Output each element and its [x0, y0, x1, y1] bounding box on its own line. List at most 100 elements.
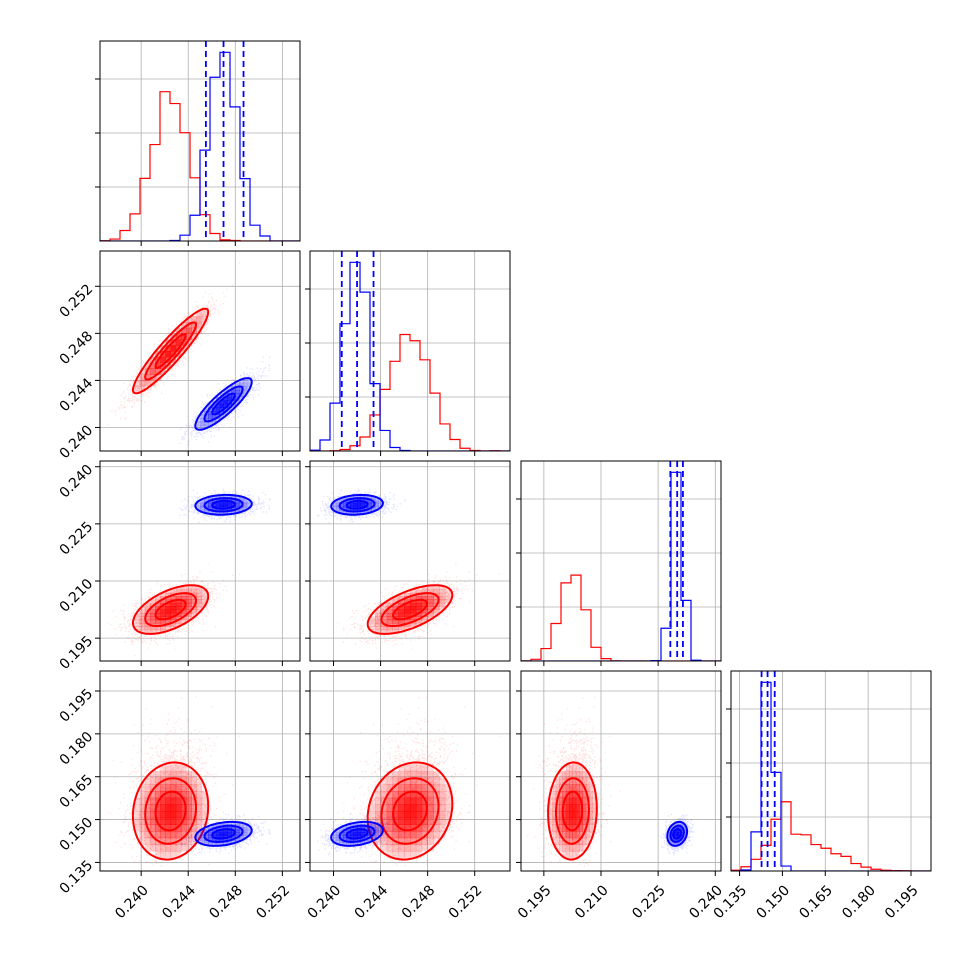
red-density-cell — [155, 374, 161, 381]
blue-density-cell — [371, 830, 376, 833]
blue-density-cell — [378, 832, 383, 835]
red-density-cell — [582, 770, 587, 779]
y-tick-label: 0.180 — [57, 729, 97, 769]
red-density-cell — [427, 592, 434, 597]
blue-density-cell — [342, 832, 347, 835]
red-density-cell — [582, 811, 587, 819]
red-density-cell — [589, 824, 594, 832]
red-density-cell — [165, 837, 172, 845]
red-density-cell — [139, 629, 146, 634]
red-density-cell — [398, 851, 405, 859]
blue-density-cell — [367, 506, 372, 509]
blue-density-cell — [246, 827, 252, 830]
red-density-cell — [160, 844, 166, 852]
red-density-cell — [398, 817, 405, 825]
blue-density-cell — [239, 386, 244, 391]
blue-density-cell — [374, 823, 379, 827]
red-density-cell — [392, 622, 399, 627]
blue-density-cell — [246, 379, 252, 384]
red-density-cell — [559, 777, 563, 785]
blue-density-cell — [353, 502, 358, 504]
red-density-cell — [444, 592, 452, 597]
red-density-cell — [134, 804, 141, 812]
blue-density-cell — [246, 503, 252, 506]
red-density-cell — [144, 619, 151, 624]
red-density-cell — [170, 589, 177, 594]
blue-density-cell — [378, 828, 383, 832]
blue-density-cell — [357, 835, 362, 838]
red-density-cell — [585, 770, 590, 779]
red-density-cell — [579, 837, 583, 845]
red-density-cell — [421, 764, 428, 772]
red-density-cell — [191, 777, 197, 785]
red-density-cell — [375, 824, 382, 832]
red-density-cell — [444, 599, 452, 604]
red-density-cell — [421, 817, 428, 825]
blue-density-cell — [223, 396, 228, 401]
blue-density-cell — [364, 507, 369, 510]
red-density-cell — [565, 797, 570, 805]
blue-density-cell — [204, 827, 209, 830]
red-density-cell — [386, 851, 394, 859]
blue-density-cell — [339, 835, 344, 838]
red-density-cell — [165, 817, 172, 825]
red-density-cell — [410, 790, 417, 799]
blue-histogram — [521, 471, 721, 661]
blue-density-cell — [357, 833, 362, 837]
blue-density-cell — [242, 507, 248, 510]
blue-density-cell — [367, 504, 372, 507]
red-density-cell — [410, 824, 417, 832]
blue-density-cell — [669, 828, 671, 832]
panel-frame — [99, 670, 301, 872]
red-density-cell — [196, 824, 203, 832]
blue-density-cell — [678, 833, 681, 837]
blue-density-cell — [215, 503, 221, 506]
blue-density-cell — [219, 835, 225, 838]
blue-density-cell — [364, 496, 369, 499]
blue-density-cell — [360, 503, 365, 506]
blue-density-cell — [204, 421, 209, 426]
blue-density-cell — [339, 833, 344, 837]
red-density-cell — [579, 770, 583, 779]
red-density-cell — [582, 817, 587, 825]
blue-density-cell — [223, 502, 228, 504]
blue-density-cell — [204, 510, 209, 513]
blue-density-cell — [682, 825, 685, 828]
blue-density-cell — [671, 842, 674, 845]
red-density-cell — [433, 831, 440, 839]
blue-density-cell — [353, 504, 358, 507]
blue-density-cell — [223, 508, 228, 511]
red-density-cell — [155, 362, 161, 369]
blue-density-cell — [353, 823, 358, 827]
red-density-cell — [180, 831, 187, 839]
red-contour — [131, 584, 210, 635]
red-density-cell — [149, 831, 156, 839]
red-density-cell — [410, 804, 417, 812]
blue-density-cell — [204, 407, 209, 412]
red-density-cell — [175, 622, 182, 627]
blue-density-cell — [223, 503, 228, 506]
blue-density-cell — [246, 502, 252, 504]
blue-contour — [194, 493, 253, 516]
red-density-cell — [572, 811, 577, 819]
blue-density-cell — [684, 835, 686, 838]
red-density-cell — [165, 777, 172, 785]
blue-density-cell — [211, 411, 217, 416]
red-density-cell — [589, 777, 594, 785]
y-tick-label: 0.165 — [57, 772, 97, 812]
blue-density-cell — [231, 507, 236, 510]
red-density-cell — [565, 770, 570, 779]
panel-frame — [99, 40, 301, 242]
x-tick-label: 0.195 — [515, 882, 555, 922]
red-density-cell — [575, 804, 580, 812]
red-density-cell — [386, 831, 394, 839]
red-density-cell — [572, 837, 577, 845]
red-density-cell — [439, 804, 446, 812]
red-contour — [144, 777, 198, 845]
blue-density-cell — [223, 403, 228, 408]
blue-density-cell — [227, 822, 232, 825]
red-density-cell — [552, 784, 557, 792]
red-density-cell — [572, 844, 577, 852]
red-density-cell — [160, 784, 166, 792]
blue-density-cell — [219, 503, 225, 506]
